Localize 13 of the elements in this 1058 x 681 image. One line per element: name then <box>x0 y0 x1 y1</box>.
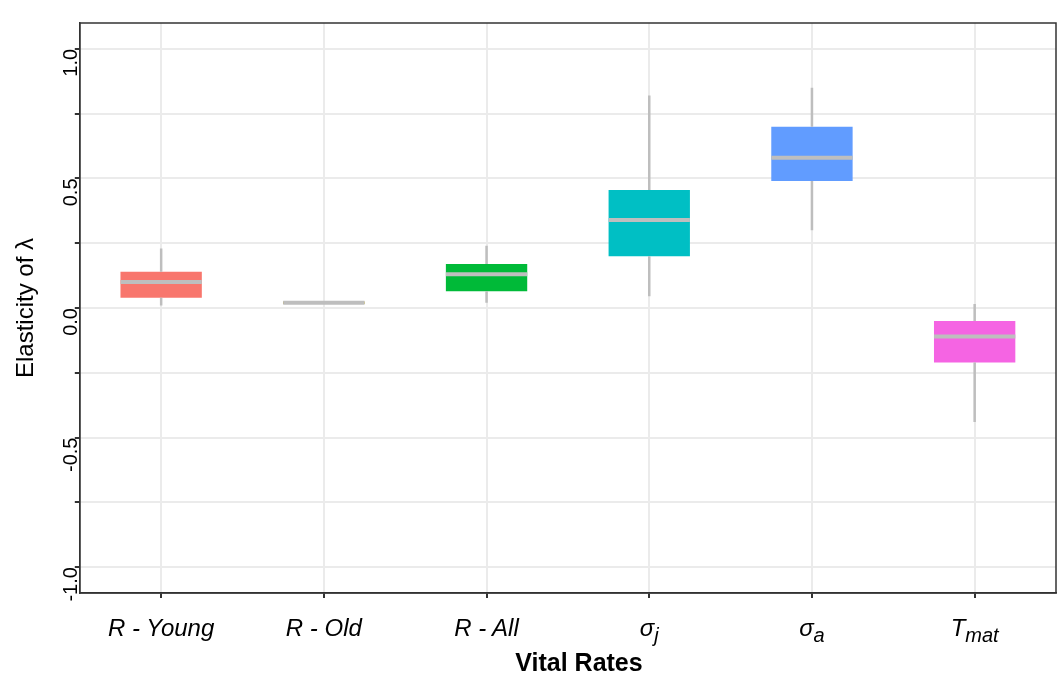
y-tick-label: 1.0 <box>59 48 82 77</box>
x-axis-title: Vital Rates <box>514 648 644 677</box>
x-tick-label: R - All <box>453 614 521 642</box>
x-tick-label: R - Young <box>107 614 216 642</box>
x-tick-label: σ$_{j}$ <box>638 614 660 647</box>
x-tick-label: R - Old <box>284 614 364 642</box>
y-tick-label: -1.0 <box>59 567 82 602</box>
y-axis-title: Elasticity of λ <box>11 237 39 379</box>
y-tick-label: -0.5 <box>59 437 82 473</box>
y-tick-label: 0.0 <box>59 308 82 336</box>
y-tick-label: 0.5 <box>59 178 82 207</box>
x-tick-label: T$_{mat}$ <box>949 614 1000 647</box>
x-tick-label: σ$_{a}$ <box>798 614 826 647</box>
